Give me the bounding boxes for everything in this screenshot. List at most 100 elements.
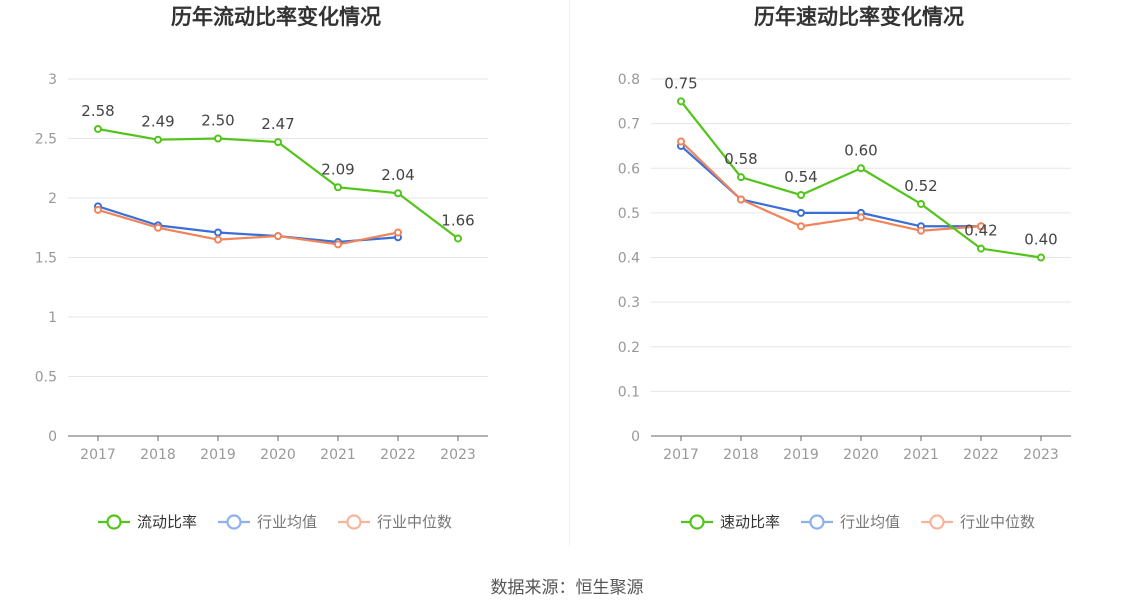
legend-label: 速动比率 — [720, 513, 780, 531]
x-tick-label: 2022 — [963, 447, 999, 463]
series-line-2 — [97, 205, 399, 244]
data-source-note: 数据来源：恒生聚源 — [490, 578, 644, 598]
data-point[interactable] — [977, 244, 985, 253]
data-label: 2.49 — [141, 113, 174, 131]
data-point[interactable] — [214, 235, 222, 244]
legend-item-3[interactable]: 行业中位数 — [921, 513, 1035, 531]
legend-marker — [226, 514, 242, 530]
x-tick-label: 2018 — [140, 447, 176, 463]
data-point[interactable] — [677, 97, 685, 106]
data-point[interactable] — [797, 222, 805, 231]
data-point[interactable] — [977, 222, 985, 231]
y-tick-label: 0.1 — [618, 384, 640, 400]
y-tick-label: 0.4 — [618, 251, 640, 267]
y-tick-label: 3 — [48, 72, 57, 88]
data-label: 0.52 — [904, 177, 937, 195]
data-point[interactable] — [857, 213, 865, 222]
data-label: 0.40 — [1024, 231, 1057, 249]
legend-marker — [929, 514, 945, 530]
y-tick-label: 0.3 — [618, 295, 640, 311]
x-tick-label: 2020 — [843, 447, 879, 463]
legend-item-2[interactable]: 行业均值 — [218, 513, 317, 531]
legend-item-3[interactable]: 行业中位数 — [338, 513, 452, 531]
data-point[interactable] — [917, 226, 925, 235]
data-point[interactable] — [857, 164, 865, 173]
data-point[interactable] — [394, 189, 402, 198]
data-label: 0.42 — [964, 222, 997, 240]
data-point[interactable] — [334, 183, 342, 192]
charts-canvas: 历年流动比率变化情况 0 0.5 1 1.5 2 2.5 3 2017 2018 2019 2020 2… — [35, 5, 1071, 531]
data-label: 2.47 — [261, 115, 294, 133]
y-tick-label: 0 — [631, 429, 640, 445]
x-tick-label: 2020 — [260, 447, 296, 463]
data-point[interactable] — [274, 138, 282, 147]
data-point[interactable] — [274, 232, 282, 241]
data-point[interactable] — [154, 135, 162, 144]
y-tick-label: 0.6 — [618, 161, 640, 177]
y-tick-label: 0.5 — [618, 206, 640, 222]
chart-title: 历年流动比率变化情况 — [171, 5, 381, 29]
data-label: 0.54 — [784, 168, 817, 186]
y-tick-label: 2.5 — [35, 132, 57, 148]
x-tick-label: 2023 — [440, 447, 476, 463]
x-tick-label: 2019 — [783, 447, 819, 463]
data-point[interactable] — [737, 173, 745, 182]
legend-label: 行业均值 — [840, 513, 900, 531]
data-label: 2.04 — [381, 166, 414, 184]
data-point[interactable] — [94, 205, 102, 214]
panel-divider — [569, 0, 570, 545]
legend-item-1[interactable]: 速动比率 — [681, 513, 780, 531]
data-point[interactable] — [214, 228, 222, 237]
data-point[interactable] — [797, 191, 805, 200]
legend-label: 行业均值 — [257, 513, 317, 531]
y-tick-label: 0 — [48, 429, 57, 445]
legend-label: 行业中位数 — [960, 513, 1035, 531]
legend-label: 流动比率 — [137, 513, 197, 531]
data-point[interactable] — [677, 137, 685, 146]
legend-item-2[interactable]: 行业均值 — [801, 513, 900, 531]
y-tick-label: 0.5 — [35, 370, 57, 386]
data-point[interactable] — [797, 208, 805, 217]
x-tick-label: 2017 — [80, 447, 116, 463]
series-line-3 — [680, 140, 982, 232]
data-point[interactable] — [917, 199, 925, 208]
data-point[interactable] — [394, 228, 402, 237]
legend-marker — [689, 514, 705, 530]
data-point[interactable] — [1037, 253, 1045, 262]
data-label: 1.66 — [441, 211, 474, 229]
legend-marker — [346, 514, 362, 530]
data-point[interactable] — [334, 240, 342, 249]
chart-panel-1: 历年流动比率变化情况 0 0.5 1 1.5 2 2.5 3 2017 2018 2019 2020 2… — [35, 5, 488, 531]
x-tick-label: 2022 — [380, 447, 416, 463]
x-tick-label: 2018 — [723, 447, 759, 463]
legend-item-1[interactable]: 流动比率 — [98, 513, 197, 531]
data-point[interactable] — [214, 134, 222, 143]
x-tick-label: 2021 — [320, 447, 356, 463]
y-tick-label: 1.5 — [35, 251, 57, 267]
y-tick-label: 0.7 — [618, 117, 640, 133]
series-line-3 — [97, 208, 399, 246]
legend-label: 行业中位数 — [377, 513, 452, 531]
data-label: 0.60 — [844, 141, 877, 159]
chart-title: 历年速动比率变化情况 — [754, 5, 964, 29]
x-tick-label: 2021 — [903, 447, 939, 463]
legend-marker — [809, 514, 825, 530]
data-point[interactable] — [94, 124, 102, 133]
y-tick-label: 2 — [48, 191, 57, 207]
y-tick-label: 0.8 — [618, 72, 640, 88]
data-label: 0.58 — [724, 150, 757, 168]
x-tick-label: 2019 — [200, 447, 236, 463]
y-tick-label: 1 — [48, 310, 57, 326]
data-label: 2.50 — [201, 112, 234, 130]
x-tick-label: 2023 — [1023, 447, 1059, 463]
data-label: 2.09 — [321, 160, 354, 178]
data-label: 0.75 — [664, 74, 697, 92]
chart-panel-2: 历年速动比率变化情况 0 0.1 0.2 0.3 0.4 0.5 0.6 0.7 0.8 2017 2… — [618, 5, 1071, 531]
y-tick-label: 0.2 — [618, 340, 640, 356]
data-label: 2.58 — [81, 102, 114, 120]
legend-marker — [106, 514, 122, 530]
x-tick-label: 2017 — [663, 447, 699, 463]
data-point[interactable] — [154, 223, 162, 232]
data-point[interactable] — [454, 234, 462, 243]
data-point[interactable] — [737, 195, 745, 204]
